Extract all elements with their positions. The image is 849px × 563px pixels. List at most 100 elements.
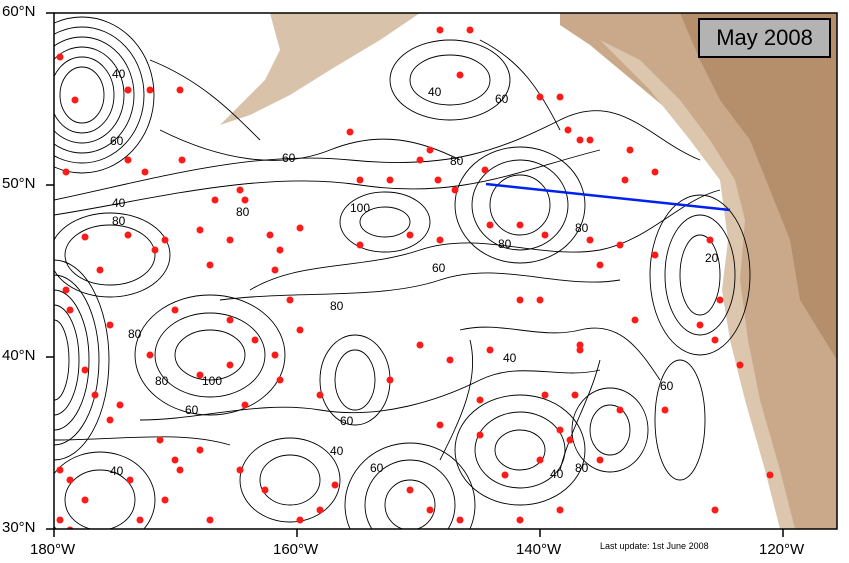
float-marker — [241, 196, 249, 204]
float-marker — [296, 224, 304, 232]
contour-label: 40 — [110, 464, 124, 478]
float-marker — [196, 446, 204, 454]
float-marker — [206, 261, 214, 269]
float-marker — [416, 341, 424, 349]
float-marker — [556, 93, 564, 101]
contour-label: 80 — [155, 374, 169, 388]
float-marker — [516, 516, 524, 524]
float-marker — [206, 516, 214, 524]
float-marker — [576, 341, 584, 349]
float-marker — [331, 481, 339, 489]
contour-label: 80 — [575, 221, 589, 235]
float-marker — [716, 296, 724, 304]
last-update-text: Last update: 1st June 2008 — [600, 541, 709, 551]
float-marker — [316, 391, 324, 399]
float-marker — [296, 516, 304, 524]
float-marker — [486, 346, 494, 354]
contour-label: 80 — [450, 154, 464, 168]
float-marker — [576, 136, 584, 144]
float-marker — [356, 241, 364, 249]
float-marker — [446, 356, 454, 364]
float-marker — [541, 231, 549, 239]
float-marker — [476, 431, 484, 439]
contour-label: 60 — [282, 151, 296, 165]
float-marker — [146, 86, 154, 94]
land-alaska-peninsula — [220, 13, 420, 125]
float-marker — [536, 296, 544, 304]
float-marker — [126, 476, 134, 484]
contour-label: 20 — [705, 251, 719, 265]
lat-label-30n: 30°N — [2, 519, 36, 536]
float-marker — [276, 376, 284, 384]
float-marker — [124, 86, 132, 94]
float-marker — [56, 516, 64, 524]
float-marker — [556, 506, 564, 514]
float-marker — [71, 96, 79, 104]
float-marker — [426, 506, 434, 514]
float-marker — [436, 236, 444, 244]
contour-label: 80 — [330, 299, 344, 313]
float-marker — [151, 246, 159, 254]
contour-label: 80 — [112, 214, 126, 228]
float-marker — [56, 466, 64, 474]
float-marker — [711, 336, 719, 344]
float-marker — [346, 128, 354, 136]
contour-label: 60 — [660, 379, 674, 393]
float-marker — [286, 296, 294, 304]
float-marker — [146, 351, 154, 359]
float-marker — [501, 471, 509, 479]
float-marker — [436, 421, 444, 429]
float-marker — [171, 306, 179, 314]
lat-label-60n: 60°N — [2, 3, 36, 20]
contour-label: 100 — [350, 201, 370, 215]
contour-label: 60 — [370, 461, 384, 475]
lat-label-50n: 50°N — [2, 175, 36, 192]
float-marker — [81, 233, 89, 241]
float-marker — [386, 176, 394, 184]
float-marker — [564, 126, 572, 134]
float-marker — [176, 466, 184, 474]
float-marker — [271, 266, 279, 274]
axis-ticks — [46, 12, 784, 537]
contour-label-group: 40 60 60 80 40 80 80 100 80 80 60 20 80 … — [110, 67, 719, 481]
contour-label: 60 — [340, 414, 354, 428]
contour-label: 80 — [498, 237, 512, 251]
float-marker — [476, 396, 484, 404]
float-marker — [124, 156, 132, 164]
float-marker — [536, 93, 544, 101]
float-marker — [626, 146, 634, 154]
transect-line — [485, 182, 731, 212]
float-marker — [406, 231, 414, 239]
float-marker — [696, 321, 704, 329]
float-marker — [556, 426, 564, 434]
float-marker — [171, 456, 179, 464]
float-marker — [106, 321, 114, 329]
float-marker — [766, 471, 774, 479]
float-marker — [226, 316, 234, 324]
float-marker — [576, 346, 584, 354]
float-marker — [261, 486, 269, 494]
float-marker — [96, 266, 104, 274]
float-marker — [106, 416, 114, 424]
contour-label: 40 — [112, 196, 126, 210]
float-marker — [116, 401, 124, 409]
float-marker — [226, 361, 234, 369]
lat-label-40n: 40°N — [2, 347, 36, 364]
float-marker — [386, 376, 394, 384]
float-marker — [516, 221, 524, 229]
contour-label: 40 — [503, 351, 517, 365]
float-marker — [706, 236, 714, 244]
lon-label-180w: 180°W — [30, 541, 76, 558]
float-marker — [616, 406, 624, 414]
float-marker — [416, 156, 424, 164]
float-marker — [81, 366, 89, 374]
float-marker — [56, 53, 64, 61]
float-marker — [141, 168, 149, 176]
float-marker — [736, 361, 744, 369]
float-marker — [66, 476, 74, 484]
float-marker — [81, 496, 89, 504]
lon-label-160w: 160°W — [273, 541, 319, 558]
float-marker — [196, 226, 204, 234]
contour-label: 80 — [236, 205, 250, 219]
float-marker — [406, 486, 414, 494]
